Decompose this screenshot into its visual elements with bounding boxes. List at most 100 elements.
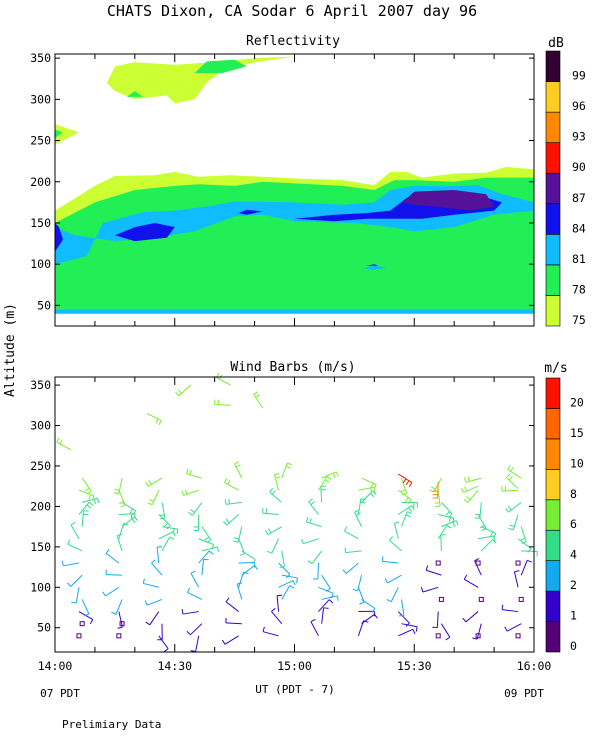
wind-barb-58 bbox=[226, 598, 239, 612]
wind-barb-110 bbox=[358, 487, 375, 493]
wind-barb-67 bbox=[225, 499, 241, 504]
colorbar-swatch-87 bbox=[546, 173, 560, 204]
wind-barb-157 bbox=[519, 597, 523, 601]
wind-barb-10 bbox=[79, 502, 93, 514]
colorbar-label-87: 87 bbox=[572, 191, 586, 205]
wind-barb-154 bbox=[516, 634, 520, 638]
wind-barb-147 bbox=[481, 540, 496, 551]
colorbar-swatch-75 bbox=[546, 295, 560, 326]
wind-barb-119 bbox=[389, 537, 401, 551]
colorbar-swatch-96 bbox=[546, 82, 560, 113]
x-right-sub-label: 09 PDT bbox=[504, 687, 544, 700]
wind-barb-79 bbox=[265, 527, 281, 535]
wind-barb-65 bbox=[233, 527, 241, 543]
wind-barb-32 bbox=[143, 579, 159, 588]
wind-barb-94 bbox=[309, 499, 319, 515]
wind-barbs-title: Wind Barbs (m/s) bbox=[230, 360, 355, 375]
wind-barb-33 bbox=[151, 560, 161, 575]
wind-barb-iso-2 bbox=[175, 385, 190, 396]
wind-barb-27 bbox=[114, 478, 122, 494]
colorbar-swatch-81 bbox=[546, 234, 560, 265]
wind-barb-31 bbox=[145, 599, 162, 605]
wind-barb-35 bbox=[162, 537, 174, 551]
wind-barb-156 bbox=[502, 605, 518, 612]
wind-barb-106 bbox=[344, 527, 358, 539]
x-axis-label: UT (PDT - 7) bbox=[255, 683, 334, 696]
wind-colorbar-label-0: 0 bbox=[570, 639, 577, 653]
x-tick-label-3: 15:30 bbox=[397, 659, 432, 673]
x-tick-label-0: 14:00 bbox=[38, 659, 73, 673]
wind-colorbar-label-20: 20 bbox=[570, 395, 584, 409]
wind-colorbar-label-1: 1 bbox=[570, 609, 577, 623]
wind-barb-40 bbox=[148, 490, 159, 505]
wind-barb-iso-3 bbox=[217, 373, 231, 385]
wind-barb-80 bbox=[263, 508, 279, 514]
wind-colorbar-swatch-8 bbox=[546, 469, 560, 499]
wind-barb-64 bbox=[239, 539, 245, 556]
wind-colorbar-swatch-20 bbox=[546, 378, 560, 408]
wind-barb-20 bbox=[106, 549, 119, 563]
colorbar-label-78: 78 bbox=[572, 282, 586, 296]
wind-barb-36 bbox=[159, 532, 176, 539]
contour-region-2 bbox=[55, 310, 534, 314]
wind-colorbar-swatch-6 bbox=[546, 500, 560, 530]
wind-barb-107 bbox=[355, 510, 362, 527]
wind-colorbar-title: m/s bbox=[544, 361, 567, 376]
wind-barb-109 bbox=[362, 491, 377, 503]
y-tick-label-0: 50 bbox=[37, 621, 51, 635]
wind-barb-73 bbox=[282, 586, 294, 600]
reflectivity-title: Reflectivity bbox=[246, 34, 340, 49]
colorbar-label-84: 84 bbox=[572, 221, 586, 235]
colorbar-label-99: 99 bbox=[572, 69, 586, 83]
reflectivity-colorbar-title: dB bbox=[548, 36, 564, 51]
y-tick-label-6: 350 bbox=[30, 51, 51, 65]
wind-colorbar-label-4: 4 bbox=[570, 548, 577, 562]
wind-barb-47 bbox=[202, 559, 209, 575]
wind-barb-49 bbox=[202, 547, 219, 552]
wind-barb-iso-8 bbox=[461, 486, 478, 492]
x-tick-label-4: 16:00 bbox=[517, 659, 552, 673]
wind-barb-162 bbox=[518, 539, 531, 553]
wind-barb-105 bbox=[345, 548, 361, 553]
colorbar-swatch-99 bbox=[546, 51, 560, 82]
wind-barb-55 bbox=[187, 469, 202, 478]
wind-barb-136 bbox=[438, 515, 454, 523]
wind-barb-108 bbox=[358, 499, 365, 515]
wind-barb-0 bbox=[77, 634, 81, 638]
wind-barb-8 bbox=[71, 522, 79, 538]
wind-barb-124 bbox=[398, 490, 411, 503]
wind-barb-iso-6 bbox=[398, 474, 412, 487]
wind-barb-48 bbox=[199, 551, 213, 563]
wind-barb-30 bbox=[146, 612, 159, 625]
wind-colorbar-swatch-10 bbox=[546, 439, 560, 469]
wind-barb-69 bbox=[235, 462, 242, 479]
wind-barb-85 bbox=[322, 608, 329, 624]
footnote: Prelimiary Data bbox=[62, 718, 161, 731]
wind-barb-50 bbox=[199, 539, 214, 549]
wind-barb-131 bbox=[426, 565, 441, 575]
x-tick-label-2: 15:00 bbox=[277, 659, 312, 673]
wind-barb-84 bbox=[311, 619, 319, 635]
wind-colorbar-swatch-15 bbox=[546, 408, 560, 438]
wind-barb-78 bbox=[267, 539, 278, 554]
wind-barb-6 bbox=[62, 561, 79, 566]
wind-barb-143 bbox=[479, 597, 483, 601]
wind-barbs-panel: Wind Barbs (m/s) 5010015020025030035014:… bbox=[30, 360, 584, 673]
wind-barb-103 bbox=[353, 575, 362, 591]
wind-barb-97 bbox=[322, 472, 339, 478]
wind-barb-128 bbox=[432, 612, 438, 628]
wind-colorbar-label-2: 2 bbox=[570, 578, 577, 592]
y-tick-label-1: 100 bbox=[30, 257, 51, 271]
wind-barb-45 bbox=[188, 588, 202, 600]
wind-barb-72 bbox=[277, 595, 282, 611]
y-tick-label-1: 100 bbox=[30, 580, 51, 594]
y-tick-label-5: 300 bbox=[30, 92, 51, 106]
wind-barb-46 bbox=[191, 571, 199, 587]
wind-barb-9 bbox=[82, 511, 88, 527]
wind-barb-14 bbox=[117, 634, 121, 638]
wind-barb-53 bbox=[188, 502, 201, 515]
wind-barb-165 bbox=[506, 502, 522, 512]
wind-barb-18 bbox=[103, 587, 119, 596]
